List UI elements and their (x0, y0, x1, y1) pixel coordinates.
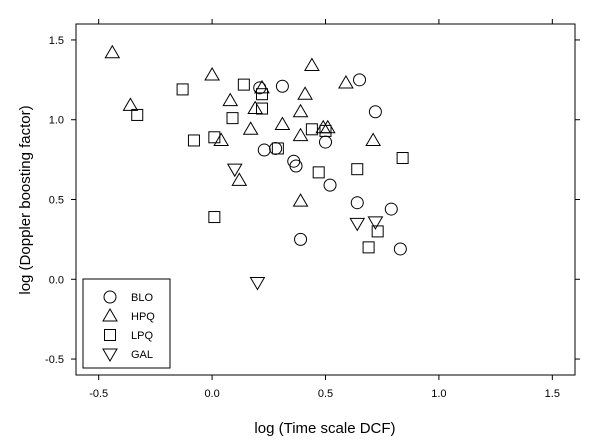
data-point-blo (393, 242, 407, 256)
y-tick-label: 0.0 (49, 274, 64, 286)
x-tick-label: -0.5 (89, 388, 108, 400)
data-point-lpq (226, 112, 239, 125)
y-tick-label: 1.5 (49, 35, 64, 47)
data-point-hpq (292, 103, 309, 118)
data-point-hpq (365, 132, 382, 146)
data-point-hpq (338, 75, 354, 89)
data-point-blo (350, 196, 364, 210)
data-point-gal (367, 216, 384, 230)
y-axis-title: log (Doppler boosting factor) (17, 105, 34, 294)
data-point-blo (275, 79, 289, 93)
data-point-lpq (319, 124, 332, 137)
data-point-gal (349, 217, 366, 232)
data-point-hpq (292, 193, 309, 207)
legend-box (82, 278, 171, 369)
data-point-hpq (222, 92, 239, 107)
x-tick-label: 0.5 (318, 388, 333, 400)
data-point-lpq (255, 88, 268, 101)
legend: BLO HPQ LPQ GAL (82, 278, 171, 369)
legend-symbol-gal (102, 348, 118, 362)
data-point-blo (289, 159, 303, 173)
data-markers (104, 44, 409, 291)
data-point-hpq (122, 97, 139, 111)
data-point-lpq (187, 134, 200, 147)
data-point-hpq (292, 127, 309, 142)
data-point-lpq (208, 211, 221, 224)
y-tick-label: -0.5 (45, 354, 64, 366)
tick-labels: -0.5 0.0 0.5 1.0 1.5 1.5 1.0 0.5 0.0 -0.5 (45, 35, 560, 400)
data-point-hpq (104, 44, 121, 59)
data-point-lpq (396, 152, 409, 165)
data-point-blo (323, 178, 337, 192)
data-point-lpq (305, 123, 318, 136)
data-point-blo (294, 232, 308, 246)
data-point-lpq (237, 78, 250, 91)
data-point-lpq (176, 83, 189, 96)
legend-label-hpq: HPQ (131, 311, 155, 323)
data-point-hpq (204, 67, 220, 81)
data-point-gal (249, 276, 266, 291)
legend-symbol-blo (103, 290, 117, 304)
legend-label-blo: BLO (131, 292, 153, 304)
data-point-hpq (213, 132, 230, 146)
data-point-blo (353, 73, 367, 87)
data-point-lpq (131, 108, 144, 121)
data-point-lpq (208, 131, 221, 144)
data-point-hpq (304, 57, 320, 71)
data-point-lpq (351, 163, 364, 176)
x-tick-label: 0.0 (204, 388, 219, 400)
legend-symbol-hpq (102, 308, 118, 322)
legend-symbol-lpq (104, 329, 116, 341)
axis-ticks (71, 19, 580, 380)
y-tick-label: 0.5 (49, 195, 64, 207)
data-point-blo (368, 105, 382, 119)
y-tick-label: 1.0 (49, 115, 64, 127)
x-axis-title: log (Time scale DCF) (254, 420, 395, 437)
data-point-hpq (274, 116, 291, 131)
data-point-blo (257, 143, 271, 157)
data-point-lpq (362, 241, 375, 254)
legend-label-lpq: LPQ (131, 330, 153, 342)
legend-label-gal: GAL (131, 349, 153, 361)
data-point-hpq (297, 86, 313, 100)
data-point-hpq (247, 100, 264, 115)
data-point-lpq (271, 142, 284, 155)
x-tick-label: 1.0 (431, 388, 446, 400)
x-tick-label: 1.5 (545, 388, 560, 400)
data-point-hpq (254, 79, 270, 94)
data-point-lpq (255, 102, 268, 115)
data-point-hpq (231, 172, 248, 186)
data-point-lpq (312, 166, 325, 179)
data-point-gal (226, 163, 243, 178)
data-point-hpq (242, 121, 259, 135)
data-point-blo (384, 202, 398, 216)
